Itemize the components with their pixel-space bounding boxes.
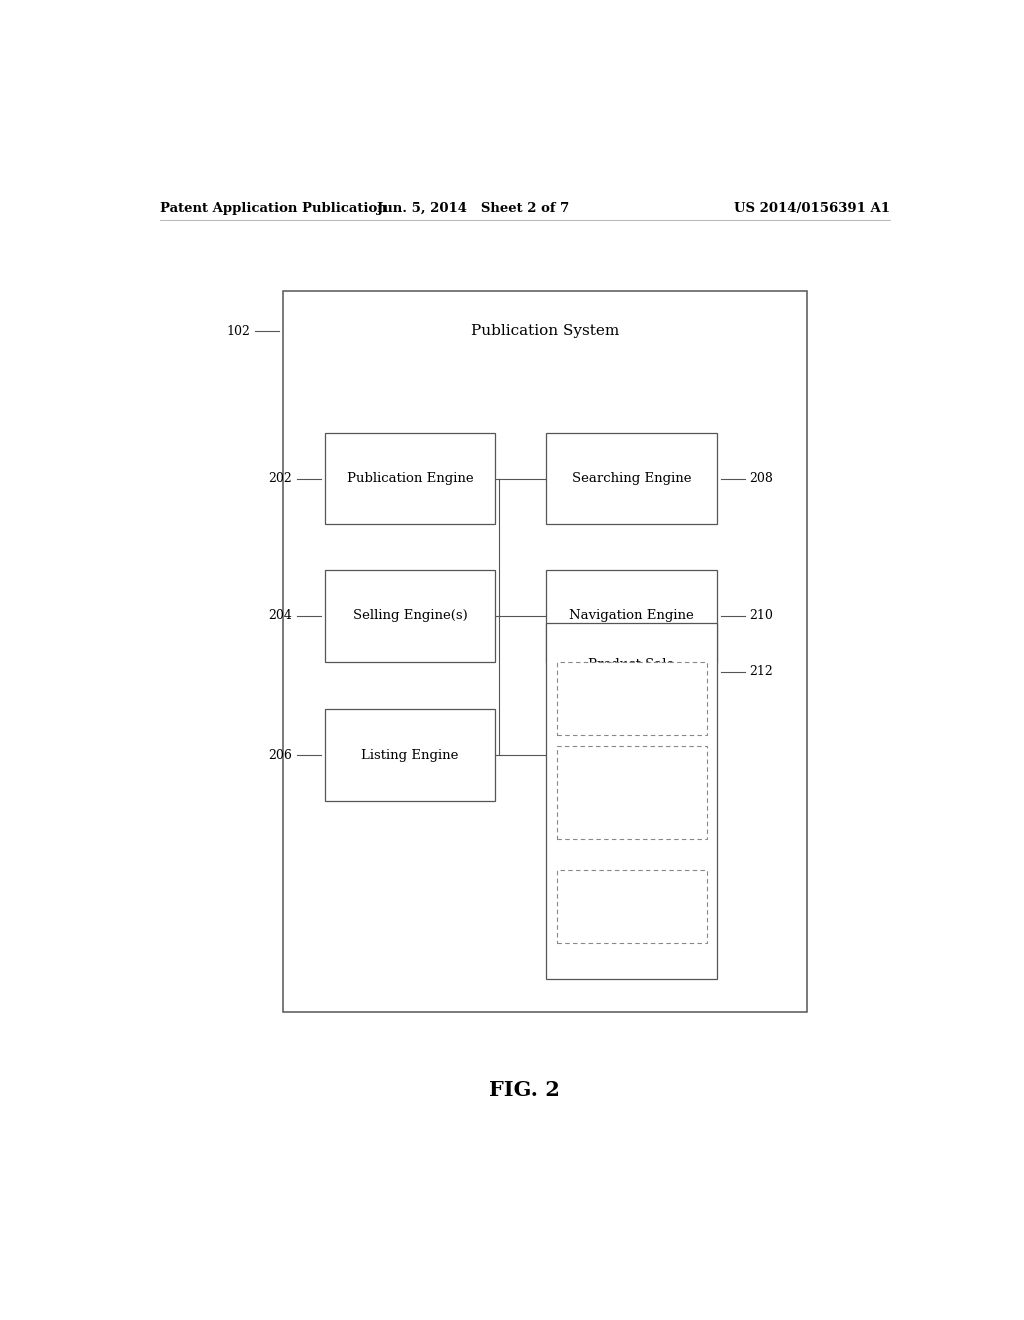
- Text: 206: 206: [268, 748, 292, 762]
- Bar: [557, 746, 708, 840]
- Text: Patent Application Publication: Patent Application Publication: [160, 202, 386, 215]
- Text: 202: 202: [268, 473, 292, 484]
- Text: Group Selection: Group Selection: [581, 684, 683, 697]
- Text: Product Sale
Display Engine: Product Sale Display Engine: [581, 657, 682, 685]
- Bar: [557, 661, 708, 735]
- Text: Recommendation: Recommendation: [577, 787, 687, 799]
- Text: Module 230: Module 230: [594, 801, 670, 814]
- Text: Jun. 5, 2014   Sheet 2 of 7: Jun. 5, 2014 Sheet 2 of 7: [377, 202, 569, 215]
- Text: 210: 210: [750, 610, 773, 622]
- Text: FIG. 2: FIG. 2: [489, 1081, 560, 1101]
- Text: Publication Engine: Publication Engine: [347, 473, 473, 484]
- Text: 204: 204: [268, 610, 292, 622]
- Bar: [557, 870, 708, 942]
- Bar: [546, 623, 717, 978]
- Text: Publication System: Publication System: [470, 325, 618, 338]
- Text: 208: 208: [750, 473, 773, 484]
- Bar: [325, 433, 496, 524]
- Bar: [325, 570, 496, 661]
- Text: 212: 212: [750, 665, 773, 678]
- Bar: [546, 433, 717, 524]
- Text: Group: Group: [612, 771, 651, 784]
- Bar: [546, 570, 717, 661]
- Text: Selling Engine(s): Selling Engine(s): [352, 610, 468, 622]
- Text: Module 240: Module 240: [594, 907, 670, 920]
- Bar: [283, 290, 807, 1012]
- Text: Searching Engine: Searching Engine: [571, 473, 691, 484]
- Text: Navigation Engine: Navigation Engine: [569, 610, 694, 622]
- Text: Offer Identification: Offer Identification: [570, 892, 693, 906]
- Text: Listing Engine: Listing Engine: [361, 748, 459, 762]
- Text: 102: 102: [226, 325, 250, 338]
- Text: US 2014/0156391 A1: US 2014/0156391 A1: [734, 202, 890, 215]
- Bar: [325, 709, 496, 801]
- Text: Module 220: Module 220: [594, 698, 670, 711]
